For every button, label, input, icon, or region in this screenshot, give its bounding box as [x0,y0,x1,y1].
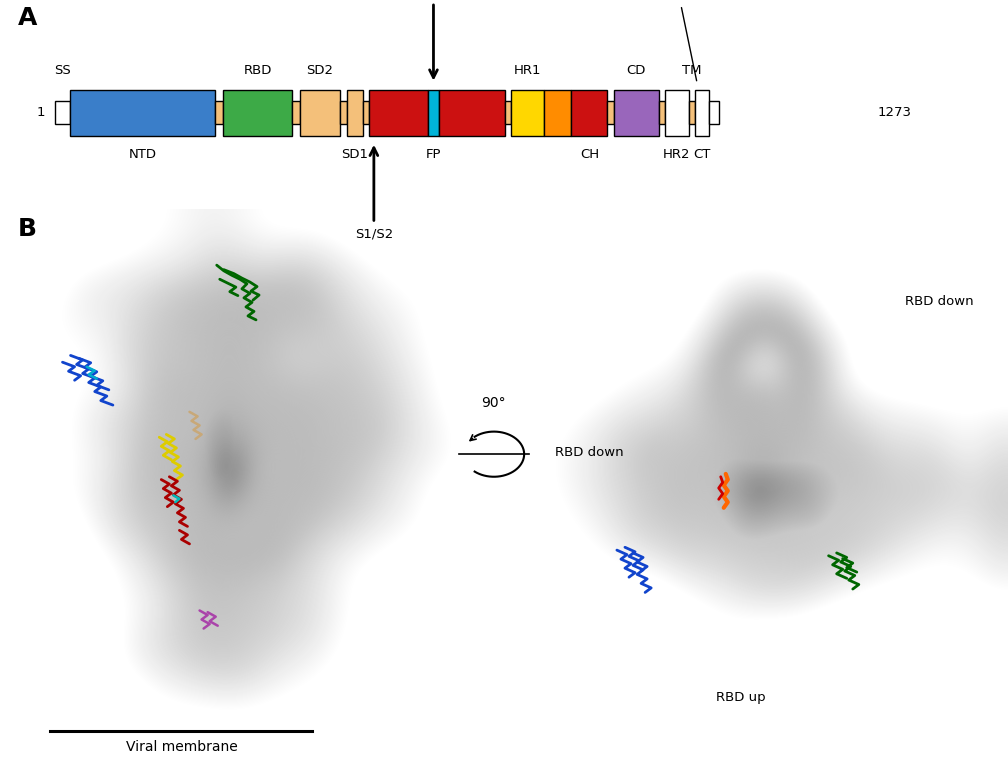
Text: S1/S2: S1/S2 [355,227,393,240]
Bar [299,90,341,136]
Bar [216,101,223,124]
Bar [614,90,659,136]
Text: A: A [18,6,37,30]
Text: TM: TM [682,64,702,77]
Text: 1208: 1208 [662,0,697,80]
Text: NTD: NTD [129,148,157,162]
Text: B: B [18,217,37,241]
Text: CH: CH [580,148,599,162]
Bar [709,101,720,124]
Text: RBD: RBD [243,64,272,77]
Bar [439,90,504,136]
Text: HR2: HR2 [663,148,690,162]
Text: CD: CD [627,64,646,77]
Bar [347,90,363,136]
Bar [695,90,709,136]
Bar [543,90,572,136]
Bar [55,101,71,124]
Text: 90°: 90° [482,396,506,410]
Bar [505,101,511,124]
Bar [71,90,216,136]
Bar [363,101,369,124]
Bar [689,101,695,124]
Text: SD2: SD2 [306,64,334,77]
Text: HR1: HR1 [514,64,541,77]
Bar [341,101,347,124]
Text: RBD down: RBD down [905,295,974,308]
Text: SS: SS [54,64,72,77]
Text: FP: FP [425,148,442,162]
Bar [427,90,439,136]
Bar [608,101,614,124]
Bar [659,101,664,124]
Text: RBD up: RBD up [716,691,766,704]
Text: SD1: SD1 [342,148,369,162]
Bar [369,90,427,136]
Text: Viral membrane: Viral membrane [126,741,237,754]
Bar [223,90,292,136]
Text: CT: CT [692,148,711,162]
Bar [292,101,299,124]
Bar [664,90,689,136]
Bar [572,90,608,136]
Bar [511,90,543,136]
Text: 1: 1 [37,106,45,119]
Text: RBD down: RBD down [555,446,624,459]
Text: 1273: 1273 [878,106,912,119]
